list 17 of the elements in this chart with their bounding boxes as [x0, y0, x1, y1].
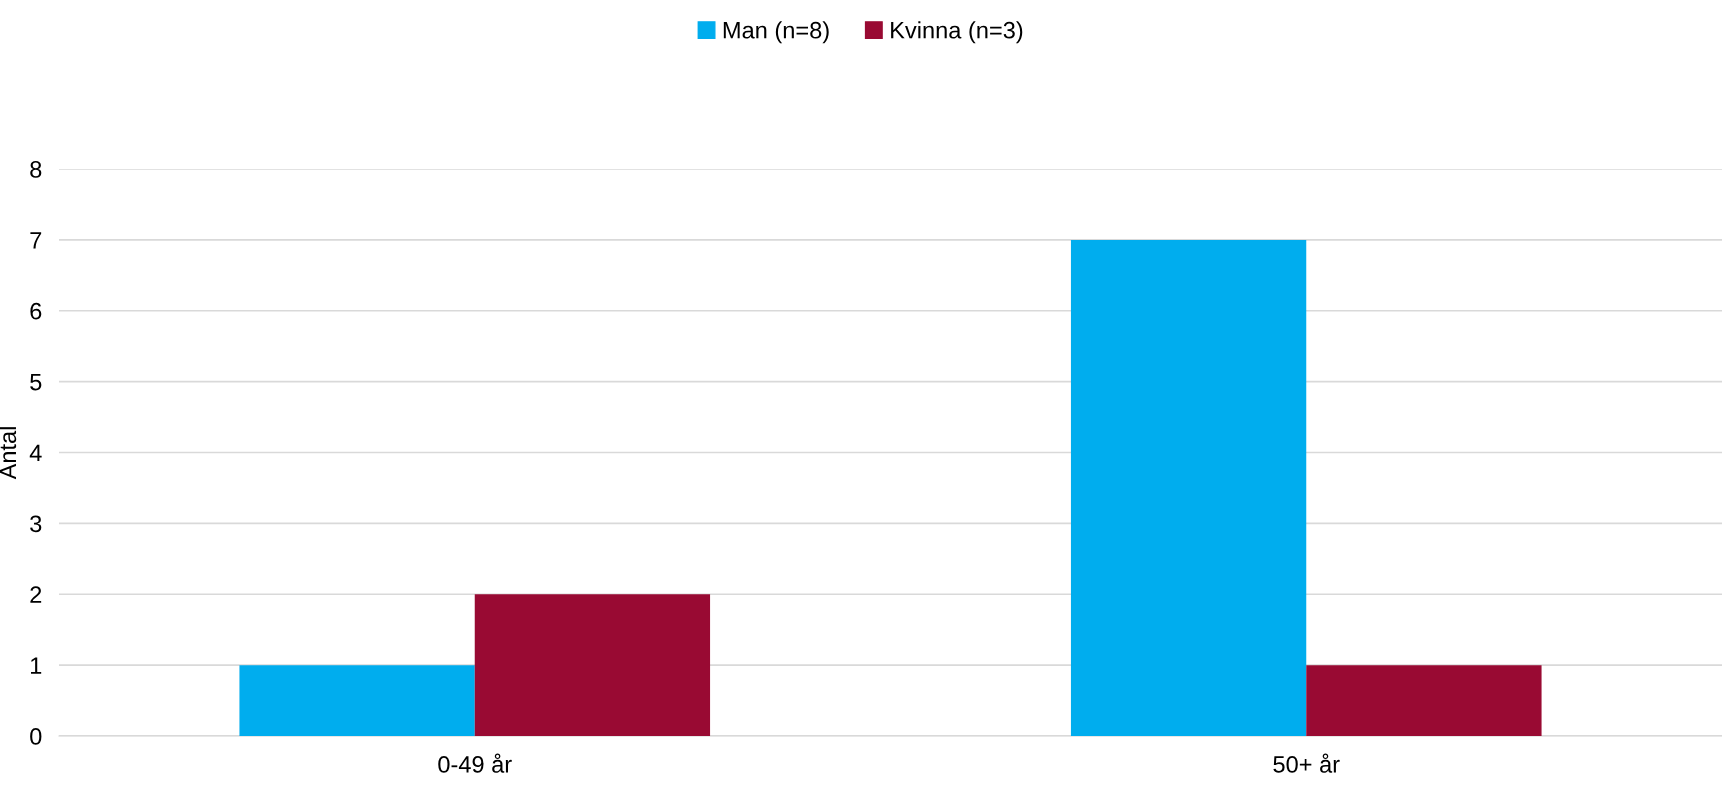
- bar: [1306, 665, 1542, 736]
- y-tick-label: 1: [31, 657, 42, 674]
- y-tick-label: 5: [30, 373, 42, 391]
- bar: [239, 665, 475, 736]
- x-tick-label: 50+ år: [1273, 753, 1340, 773]
- y-tick-label: 8: [30, 161, 42, 178]
- y-tick-label: 0: [30, 728, 42, 745]
- y-tick-label: 2: [30, 586, 42, 603]
- y-tick-label: 7: [30, 232, 42, 249]
- y-tick-label: 6: [30, 302, 42, 320]
- legend-label: Kvinna (n=3): [891, 21, 1023, 44]
- x-tick-label: 0-49 år: [438, 753, 512, 773]
- bar: [1070, 239, 1307, 736]
- y-tick-label: 3: [30, 515, 42, 533]
- legend-label: Man (n=8): [723, 21, 829, 44]
- bar: [474, 594, 711, 736]
- y-tick-label: 4: [29, 444, 42, 462]
